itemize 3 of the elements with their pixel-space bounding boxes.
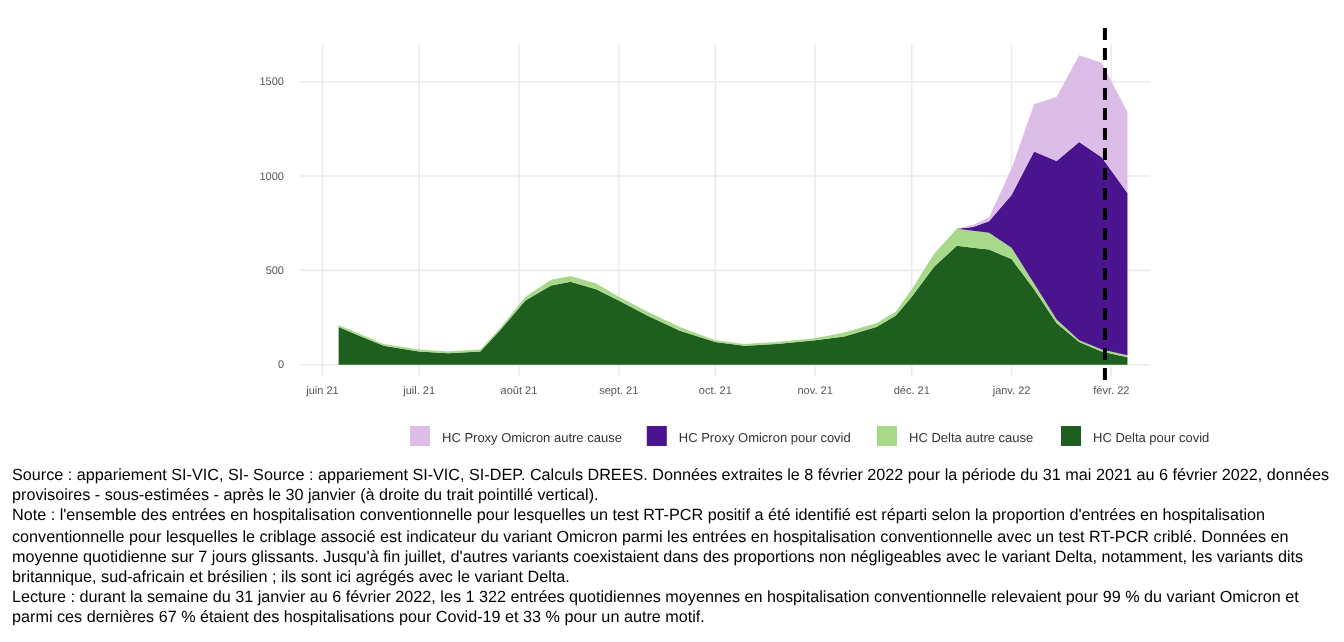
text: Note : l'ensemble des entrées en hospitalisation conventionnelle pour lesquelles un test RT-PCR positif a été identifié est réparti selon la proportion d'entrées en hospitalisation conventionnelle pour lesquelles le criblage associé est indicateur du variant Omicron parmi les entrées en hospitalisation conventionnelle avec un test RT-PCR criblé. Données en moyenne quotidienne sur 7 jours glissants. Jusqu'à fin juillet, d'autres variants coexistaient dans des proportions non négligeables avec le variant Delta, notamment, les variants dits britannique, sud-africain et brésilien ; ils sont ici agrégés avec le variant Delta. — [12, 506, 1306, 589]
text: Lecture : durant la semaine du 31 janvier au 6 février 2022, les 1 322 entrées quotidiennes moyennes en hospitalisation conventionnelle relevaient pour 99 % du variant Omicron et parmi ces dernières 67 % étaient des hospitalisations pour Covid-19 et 33 % pour un autre motif. — [12, 588, 1301, 630]
source-note: Source : appariement SI-VIC, SI- Source : appariement SI-VIC, SI-DEP. Calculs DREES. Données extraites le 8 février 2022 pour la période du 31 mai 2021 au 6 février 2022, données provisoires - sous-estimées - après le 30 janvier (à droite du trait pointillé vertical). — [12, 466, 1331, 507]
